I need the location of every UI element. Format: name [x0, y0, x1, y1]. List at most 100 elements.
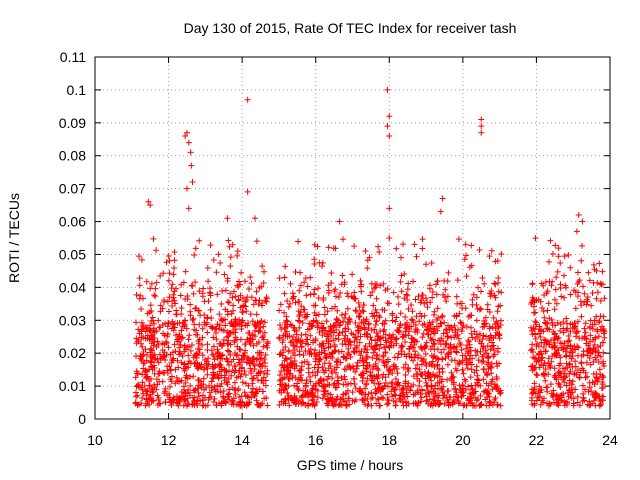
- data-point: [236, 278, 243, 285]
- data-point: [468, 330, 475, 337]
- data-point: [494, 401, 501, 408]
- data-point: [550, 387, 557, 394]
- data-point: [204, 365, 211, 372]
- data-point: [226, 329, 233, 336]
- data-point: [397, 310, 404, 317]
- data-point: [358, 281, 365, 288]
- data-point: [264, 367, 271, 374]
- data-point: [565, 332, 572, 339]
- data-point: [148, 347, 155, 354]
- data-point: [471, 328, 478, 335]
- data-point: [370, 302, 377, 309]
- data-point: [217, 260, 224, 267]
- data-point: [473, 397, 480, 404]
- data-point: [322, 353, 329, 360]
- data-point: [550, 399, 557, 406]
- data-point: [335, 356, 342, 363]
- data-point: [298, 366, 305, 373]
- data-point: [353, 362, 360, 369]
- data-point: [248, 370, 255, 377]
- data-point: [136, 282, 143, 289]
- data-point: [334, 361, 341, 368]
- data-point: [208, 315, 215, 322]
- data-point: [132, 399, 139, 406]
- data-point: [580, 394, 587, 401]
- data-point: [232, 329, 239, 336]
- data-point: [376, 335, 383, 342]
- data-point: [549, 392, 556, 399]
- data-point: [144, 325, 151, 332]
- data-point: [195, 340, 202, 347]
- data-point: [321, 345, 328, 352]
- y-tick-label: 0.01: [59, 378, 86, 394]
- data-point: [285, 348, 292, 355]
- data-point: [465, 313, 472, 320]
- data-point: [191, 399, 198, 406]
- data-point: [166, 270, 173, 277]
- data-point: [372, 363, 379, 370]
- data-point: [234, 343, 241, 350]
- data-point: [362, 247, 369, 254]
- data-point: [586, 277, 593, 284]
- data-point: [595, 352, 602, 359]
- data-point: [565, 338, 572, 345]
- data-point: [229, 307, 236, 314]
- data-point: [344, 305, 351, 312]
- data-point: [133, 383, 140, 390]
- data-point: [544, 338, 551, 345]
- data-point: [233, 336, 240, 343]
- data-point: [192, 245, 199, 252]
- data-point: [581, 290, 588, 297]
- data-point: [151, 384, 158, 391]
- data-point: [214, 382, 221, 389]
- data-point: [551, 306, 558, 313]
- data-point: [421, 300, 428, 307]
- axis-ticks: 0 0.01 0.02 0.03 0.04 0.05 0.06 0.07 0.08 0.09 0.1…: [59, 49, 618, 448]
- data-point: [372, 386, 379, 393]
- data-point: [552, 350, 559, 357]
- data-point: [160, 270, 167, 277]
- data-point: [296, 287, 303, 294]
- data-point: [401, 295, 408, 302]
- data-point: [164, 323, 171, 330]
- data-point: [398, 348, 405, 355]
- data-point: [297, 269, 304, 276]
- data-point: [226, 362, 233, 369]
- data-point: [484, 355, 491, 362]
- data-point: [476, 246, 483, 253]
- data-point: [293, 396, 300, 403]
- data-point: [195, 382, 202, 389]
- data-point: [199, 352, 206, 359]
- data-point: [338, 375, 345, 382]
- data-point: [332, 303, 339, 310]
- data-point: [184, 375, 191, 382]
- data-point: [445, 269, 452, 276]
- x-axis-label: GPS time / hours: [297, 457, 404, 473]
- data-point: [352, 368, 359, 375]
- data-point: [557, 327, 564, 334]
- data-point: [456, 340, 463, 347]
- data-point: [392, 336, 399, 343]
- data-point: [431, 330, 438, 337]
- data-point: [478, 129, 485, 136]
- data-point: [430, 340, 437, 347]
- data-point: [418, 313, 425, 320]
- data-point: [549, 250, 556, 257]
- data-point: [496, 330, 503, 337]
- data-point: [592, 377, 599, 384]
- data-point: [553, 274, 560, 281]
- data-point: [146, 395, 153, 402]
- data-point: [293, 331, 300, 338]
- data-point: [384, 383, 391, 390]
- data-point: [260, 388, 267, 395]
- data-point: [369, 394, 376, 401]
- data-point: [371, 374, 378, 381]
- data-point: [536, 351, 543, 358]
- data-point: [322, 382, 329, 389]
- data-point: [600, 327, 607, 334]
- data-point: [197, 312, 204, 319]
- data-point: [529, 281, 536, 288]
- data-point: [415, 293, 422, 300]
- data-point: [230, 320, 237, 327]
- data-point: [259, 360, 266, 367]
